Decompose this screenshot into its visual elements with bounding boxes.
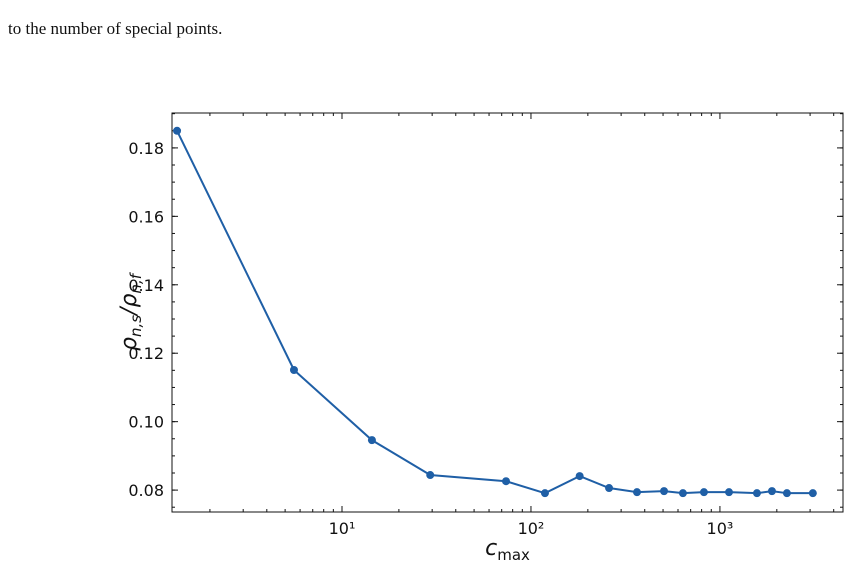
data-point <box>678 489 687 498</box>
data-point <box>752 489 761 498</box>
data-point <box>289 365 298 374</box>
data-point <box>808 489 817 498</box>
y-tick-label: 0.08 <box>128 481 164 500</box>
y-tick-label: 0.10 <box>128 413 164 432</box>
data-point <box>426 471 435 480</box>
plot-frame <box>171 112 844 513</box>
data-point <box>367 436 376 445</box>
y-axis-label: ρn,s/ρn,f <box>117 271 145 351</box>
y-label-sub: n,f <box>127 271 145 293</box>
data-point <box>540 489 549 498</box>
y-tick-label: 0.16 <box>128 207 164 226</box>
x-label-base: c <box>485 536 497 561</box>
y-label-sub: n,s <box>127 315 145 337</box>
y-tick-label: 0.12 <box>128 344 164 363</box>
x-axis-label: cmax <box>485 536 530 564</box>
data-point <box>173 126 182 135</box>
data-point <box>699 488 708 497</box>
data-point <box>725 488 734 497</box>
data-point <box>575 472 584 481</box>
data-point <box>605 484 614 493</box>
data-point <box>632 488 641 497</box>
data-point <box>502 477 511 486</box>
x-label-sub: max <box>497 546 530 564</box>
x-tick-label: 10¹ <box>329 519 356 538</box>
series-line <box>176 130 813 495</box>
data-point <box>767 487 776 496</box>
data-point <box>660 487 669 496</box>
x-tick-label: 10³ <box>707 519 734 538</box>
x-tick-label: 10² <box>518 519 545 538</box>
y-tick-label: 0.18 <box>128 139 164 158</box>
data-point <box>782 489 791 498</box>
y-label-base: /ρ <box>117 294 142 317</box>
paragraph: to the number of special points. <box>8 19 223 38</box>
y-tick-label: 0.14 <box>128 276 164 295</box>
y-label-base: ρ <box>117 337 142 351</box>
